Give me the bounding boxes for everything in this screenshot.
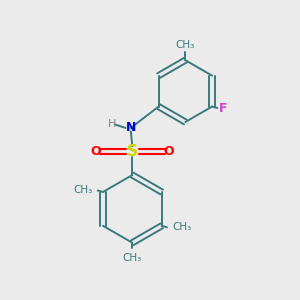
Text: O: O <box>90 145 101 158</box>
Text: CH₃: CH₃ <box>74 185 93 196</box>
Text: CH₃: CH₃ <box>176 40 195 50</box>
Text: CH₃: CH₃ <box>172 222 191 232</box>
Text: S: S <box>127 144 138 159</box>
Text: N: N <box>126 122 136 134</box>
Text: F: F <box>219 101 227 115</box>
Text: O: O <box>164 145 175 158</box>
Text: CH₃: CH₃ <box>123 253 142 263</box>
Text: H: H <box>107 119 116 129</box>
